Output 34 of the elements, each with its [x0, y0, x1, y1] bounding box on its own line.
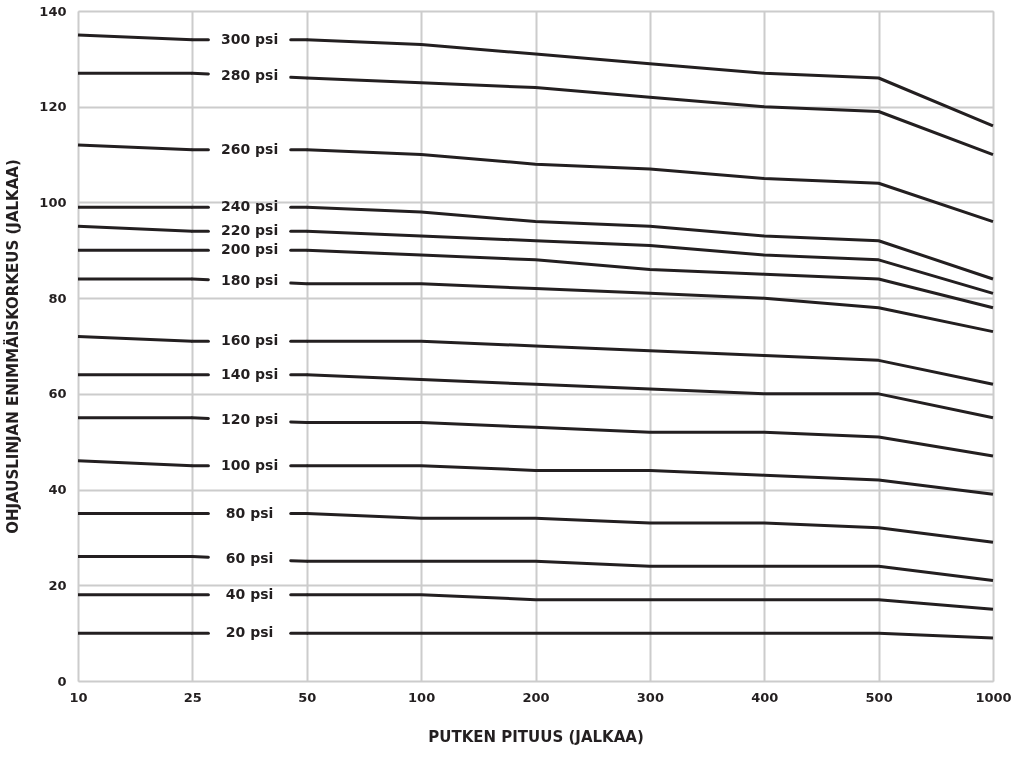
y-tick-label: 80	[48, 290, 67, 306]
series-label: 100 psi	[220, 456, 279, 473]
y-tick-label: 40	[48, 482, 67, 498]
series-label: 220 psi	[220, 222, 279, 239]
x-tick-label: 50	[298, 689, 317, 705]
x-tick-label: 1000	[975, 689, 1012, 705]
x-tick-label: 500	[865, 689, 893, 705]
series-label: 180 psi	[220, 272, 279, 289]
series-label: 40 psi	[225, 585, 274, 602]
series-label: 300 psi	[220, 30, 279, 47]
y-tick-label: 120	[39, 99, 67, 115]
series-label: 20 psi	[225, 624, 274, 641]
series-label: 200 psi	[220, 241, 279, 258]
series-label: 120 psi	[220, 411, 279, 428]
y-tick-label: 20	[48, 577, 67, 593]
x-tick-label: 100	[408, 689, 436, 705]
x-tick-label: 25	[183, 689, 202, 705]
x-tick-label: 400	[751, 689, 779, 705]
series-label: 280 psi	[220, 66, 279, 83]
series-label: 80 psi	[225, 504, 274, 521]
x-tick-label: 200	[522, 689, 550, 705]
y-tick-label: 140	[39, 3, 67, 19]
y-tick-label: 100	[39, 194, 67, 210]
y-tick-label: 60	[48, 386, 67, 402]
series-label: 260 psi	[220, 140, 279, 157]
series-label: 140 psi	[220, 365, 279, 382]
series-label: 240 psi	[220, 198, 279, 215]
x-axis-title: PUTKEN PITUUS (JALKAA)	[428, 727, 644, 746]
y-tick-label: 0	[57, 673, 67, 689]
x-tick-label: 300	[636, 689, 664, 705]
series-label: 160 psi	[220, 332, 279, 349]
series-label: 60 psi	[225, 549, 274, 566]
y-axis-title: OHJAUSLINJAN ENIMMÄISKORKEUS (JALKAA)	[3, 159, 23, 534]
x-tick-label: 10	[69, 689, 88, 705]
